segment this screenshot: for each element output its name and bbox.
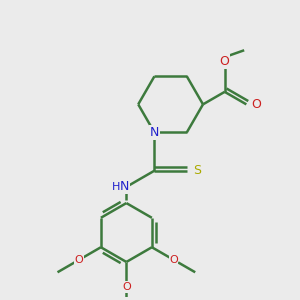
- Text: O: O: [169, 255, 178, 265]
- Text: O: O: [252, 98, 262, 111]
- Text: S: S: [193, 164, 201, 177]
- Text: O: O: [75, 255, 84, 265]
- Text: N: N: [120, 180, 130, 194]
- Text: H: H: [112, 182, 120, 192]
- Text: O: O: [220, 55, 230, 68]
- Text: O: O: [122, 282, 131, 292]
- Text: N: N: [150, 126, 159, 139]
